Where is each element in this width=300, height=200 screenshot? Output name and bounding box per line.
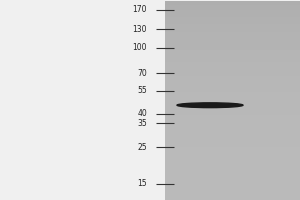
Text: 40: 40 [137, 109, 147, 118]
Text: 25: 25 [137, 143, 147, 152]
Text: 55: 55 [137, 86, 147, 95]
Text: 35: 35 [137, 119, 147, 128]
Text: 170: 170 [133, 5, 147, 14]
Text: 15: 15 [137, 179, 147, 188]
Text: 130: 130 [133, 25, 147, 34]
Text: 70: 70 [137, 69, 147, 78]
Ellipse shape [177, 103, 243, 108]
Text: 100: 100 [133, 43, 147, 52]
